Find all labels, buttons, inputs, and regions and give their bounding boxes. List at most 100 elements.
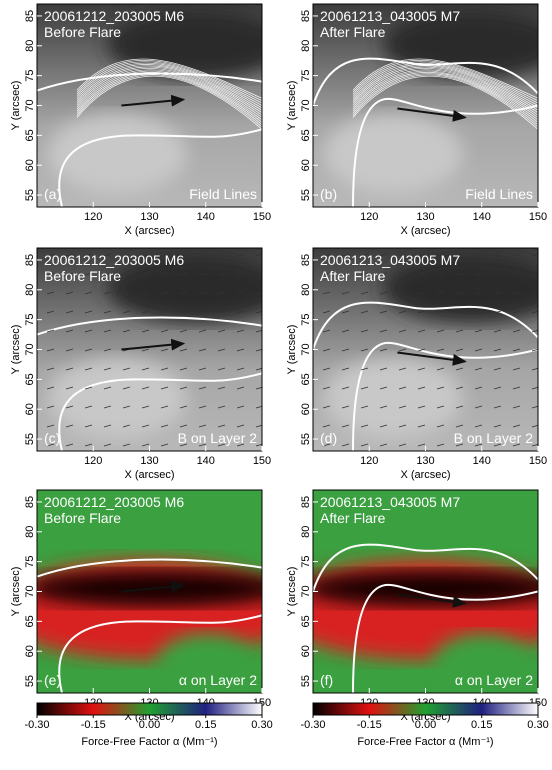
colorbar-tick-label: -0.30: [300, 719, 325, 731]
vector: [322, 348, 331, 352]
vector: [198, 405, 207, 409]
vector: [65, 329, 74, 333]
vector: [417, 443, 426, 447]
x-tick-label: 120: [84, 455, 102, 467]
vector: [65, 253, 74, 257]
field-line: [76, 75, 262, 130]
arrow: [397, 107, 467, 122]
panel-caption: α on Layer 2: [179, 672, 257, 688]
colorbar-tick-label: -0.15: [81, 719, 106, 731]
panel-caption: Field Lines: [189, 186, 257, 202]
panel-label: (f): [320, 672, 333, 688]
vector: [84, 424, 93, 428]
dark-band: [313, 570, 538, 607]
vector: [84, 367, 93, 371]
vector: [512, 272, 521, 276]
vector: [160, 367, 169, 371]
vector: [360, 367, 369, 371]
y-tick-label: 65: [300, 615, 312, 627]
vector: [322, 253, 331, 257]
panel-title: 20061212_203005 M6: [44, 252, 184, 268]
colorbar-label: Force-Free Factor α (Mm⁻¹): [81, 736, 217, 748]
field-line: [352, 65, 538, 111]
colorbar-tick-label: -0.30: [24, 719, 49, 731]
vector: [103, 253, 112, 257]
vector: [84, 253, 93, 257]
panel-image: [37, 4, 262, 207]
vector: [236, 443, 245, 447]
field-line: [76, 62, 262, 106]
colorbar-tick-label: 0.15: [471, 719, 492, 731]
vector: [141, 386, 150, 390]
contour: [313, 543, 538, 592]
arrow: [121, 338, 186, 351]
vector: [379, 443, 388, 447]
y-tick-label: 75: [24, 70, 36, 82]
vector: [417, 310, 426, 314]
vector: [360, 253, 369, 257]
vector: [322, 310, 331, 314]
vector: [322, 291, 331, 295]
vector: [179, 443, 188, 447]
vector: [398, 291, 407, 295]
colorbar: -0.30 -0.15 0.00 0.15 0.30 Force-Free Factor …: [300, 702, 549, 748]
vector: [198, 329, 207, 333]
vector: [379, 405, 388, 409]
vector: [179, 386, 188, 390]
vector: [474, 253, 483, 257]
vector: [360, 443, 369, 447]
y-tick-label: 75: [300, 314, 312, 326]
vector: [122, 253, 131, 257]
y-tick-label: 60: [300, 159, 312, 171]
vector: [198, 310, 207, 314]
vector: [103, 272, 112, 276]
contour: [58, 372, 262, 451]
vector: [455, 443, 464, 447]
vector: [236, 424, 245, 428]
vector: [84, 386, 93, 390]
vector: [341, 348, 350, 352]
y-tick-label: 80: [300, 526, 312, 538]
vector: [46, 405, 55, 409]
vector: [341, 329, 350, 333]
vector: [65, 291, 74, 295]
panel-image: [313, 248, 538, 451]
panel-label: (c): [44, 430, 60, 446]
field-line: [352, 75, 538, 130]
vector: [236, 329, 245, 333]
x-tick-label: 120: [360, 455, 378, 467]
contour: [352, 97, 538, 207]
field-line: [352, 64, 538, 109]
vector: [65, 443, 74, 447]
vector: [179, 405, 188, 409]
shade: [323, 358, 463, 438]
vector: [65, 348, 74, 352]
vector: [179, 291, 188, 295]
vector: [198, 348, 207, 352]
x-axis-label: X (arcsec): [400, 469, 450, 481]
vector: [360, 272, 369, 276]
vector: [217, 253, 226, 257]
vector: [493, 386, 502, 390]
vector: [46, 443, 55, 447]
vector: [322, 405, 331, 409]
vector: [122, 329, 131, 333]
vector: [379, 367, 388, 371]
vector: [474, 348, 483, 352]
vector: [474, 443, 483, 447]
vector: [65, 272, 74, 276]
vector: [322, 386, 331, 390]
y-tick-label: 65: [24, 373, 36, 385]
field-line: [76, 65, 262, 111]
panel-image: [313, 4, 538, 207]
vector: [122, 443, 131, 447]
y-tick-label: 80: [24, 526, 36, 538]
vector: [398, 272, 407, 276]
x-tick-label: 130: [416, 455, 434, 467]
field-line: [76, 70, 262, 121]
panel-label: (e): [44, 672, 61, 688]
shade: [383, 253, 538, 323]
panel-label: (d): [320, 430, 337, 446]
x-tick-label: 150: [253, 455, 271, 467]
